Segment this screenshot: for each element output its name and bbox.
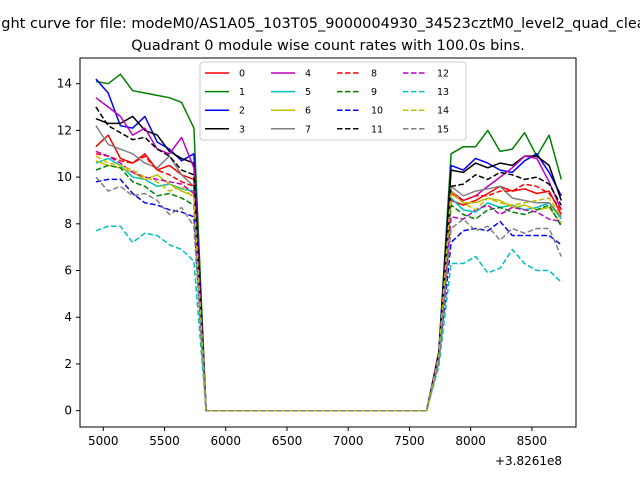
series-line-6 <box>95 160 562 412</box>
y-tick-label: 4 <box>64 310 72 324</box>
plot-frame <box>79 57 577 428</box>
y-axis: 0 2 4 6 8 10 12 14 <box>57 77 80 418</box>
legend-label-8: 8 <box>371 69 377 80</box>
y-tick-label: 8 <box>64 217 72 231</box>
x-tick-label: 5000 <box>88 434 119 448</box>
legend-label-9: 9 <box>371 87 377 98</box>
series-line-7 <box>95 125 562 412</box>
legend-label-5: 5 <box>305 87 311 98</box>
x-tick-label: 7500 <box>394 434 425 448</box>
series-line-5 <box>95 157 562 412</box>
legend-label-7: 7 <box>305 124 311 135</box>
series-line-12 <box>95 150 562 412</box>
x-tick-label: 8000 <box>455 434 486 448</box>
y-tick-label: 0 <box>64 404 72 418</box>
legend-label-10: 10 <box>371 106 383 117</box>
x-offset-label: +3.8261e8 <box>495 454 562 468</box>
legend-label-2: 2 <box>239 106 245 117</box>
y-tick-label: 14 <box>57 77 72 91</box>
series-line-15 <box>95 176 562 412</box>
y-tick-label: 6 <box>64 264 72 278</box>
x-tick-label: 6500 <box>272 434 303 448</box>
series-line-10 <box>95 178 562 412</box>
series-line-0 <box>95 134 562 412</box>
plot-lines <box>95 73 563 412</box>
legend-label-1: 1 <box>239 87 245 98</box>
chart-title: Quadrant 0 module wise count rates with … <box>131 38 525 54</box>
y-tick-label: 12 <box>57 123 72 137</box>
series-line-13 <box>95 225 562 412</box>
legend-label-6: 6 <box>305 106 311 117</box>
legend-box <box>199 61 467 141</box>
legend-label-11: 11 <box>371 124 383 135</box>
series-line-8 <box>95 153 562 412</box>
x-tick-label: 8500 <box>517 434 548 448</box>
series-line-11 <box>95 106 562 412</box>
x-axis: 5000 5500 6000 6500 7000 7500 8000 8500 <box>88 427 547 448</box>
x-tick-label: 7000 <box>333 434 364 448</box>
legend-label-4: 4 <box>305 69 311 80</box>
x-tick-label: 6000 <box>210 434 241 448</box>
legend-label-14: 14 <box>437 106 449 117</box>
legend-label-0: 0 <box>239 69 245 80</box>
legend-label-15: 15 <box>437 124 449 135</box>
figure-header: Light curve for file: modeM0/AS1A05_103T… <box>0 16 640 32</box>
series-line-9 <box>95 164 562 412</box>
legend-label-12: 12 <box>437 69 449 80</box>
series-line-4 <box>95 97 562 412</box>
y-tick-label: 2 <box>64 357 72 371</box>
y-tick-label: 10 <box>57 170 72 184</box>
legend-label-3: 3 <box>239 124 245 135</box>
x-tick-label: 5500 <box>149 434 180 448</box>
legend-label-13: 13 <box>437 87 449 98</box>
